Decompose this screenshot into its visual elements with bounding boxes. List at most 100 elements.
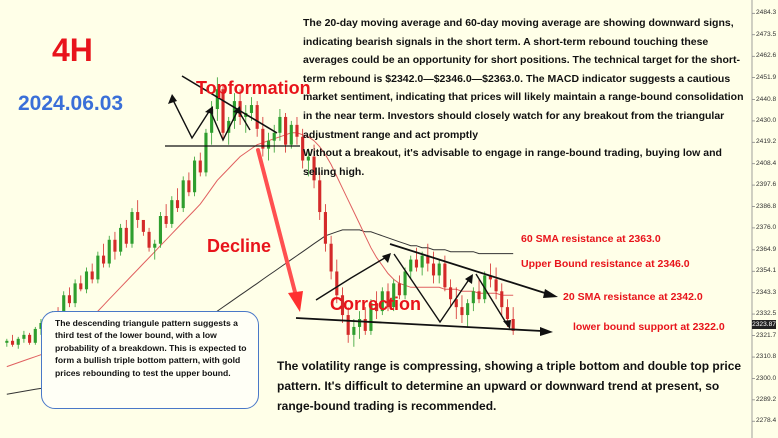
candle	[90, 263, 94, 284]
candle-body	[488, 275, 492, 280]
candle	[437, 259, 441, 284]
y-tick-label: 2343.3	[756, 288, 777, 296]
candle	[284, 112, 288, 153]
candle-body	[193, 160, 197, 193]
candle-body	[10, 340, 15, 345]
candle-body	[466, 303, 470, 316]
candle-body	[312, 156, 316, 181]
candle-body	[494, 279, 498, 292]
y-tick-label: 2354.1	[756, 267, 777, 275]
candle-body	[198, 160, 202, 173]
candle	[392, 279, 396, 312]
candle-body	[210, 109, 214, 133]
candle-body	[369, 303, 373, 331]
y-tick-label: 2397.6	[756, 181, 777, 189]
candle	[272, 124, 276, 153]
candle	[175, 188, 180, 213]
candle-body	[449, 287, 453, 300]
candle-body	[335, 271, 339, 296]
candle	[403, 267, 407, 300]
candle	[153, 239, 157, 260]
candle-body	[363, 319, 367, 331]
candle-body	[204, 132, 208, 173]
candle-body	[175, 200, 180, 209]
candle	[136, 200, 140, 228]
candle-body	[352, 326, 356, 335]
candle-body	[266, 140, 271, 149]
candle	[221, 85, 225, 141]
candle-body	[386, 291, 390, 308]
date-label: 2024.06.03	[18, 92, 124, 115]
candle	[33, 326, 37, 345]
candle-body	[73, 283, 77, 304]
lower-bound-label: lower bound support at 2322.0	[573, 321, 725, 333]
zigzag-arrowhead	[168, 94, 177, 104]
candle-body	[170, 200, 174, 224]
sma20-resistance-label: 20 SMA resistance at 2342.0	[563, 291, 703, 303]
candle	[158, 212, 163, 248]
candle	[380, 287, 384, 316]
upper-trendline	[389, 243, 549, 295]
candle-body	[323, 212, 327, 244]
candle	[79, 275, 83, 292]
candle	[67, 287, 71, 308]
candle	[16, 336, 20, 349]
correction-arrowhead	[503, 320, 511, 329]
candle-body	[460, 307, 464, 316]
correction-label: Correction	[330, 294, 422, 314]
candle-body	[284, 116, 288, 145]
y-tick-label: 2364.9	[756, 245, 777, 253]
candle-body	[375, 303, 379, 312]
candle	[329, 235, 333, 280]
candle	[466, 299, 470, 327]
candle	[101, 243, 106, 268]
candle	[147, 227, 151, 252]
candle	[449, 279, 453, 308]
candle	[39, 319, 43, 335]
y-tick-label: 2419.2	[756, 138, 777, 146]
candle-body	[136, 212, 140, 220]
candle	[357, 311, 362, 339]
candle	[164, 204, 168, 228]
y-tick-label: 2289.2	[756, 395, 777, 403]
candle-body	[181, 180, 185, 209]
analysis-paragraph: Without a breakout, it's advisable to en…	[303, 147, 722, 178]
candle	[84, 267, 89, 294]
candle-body	[426, 255, 430, 264]
candle	[244, 105, 248, 133]
summary-text: The volatility range is compressing, sho…	[277, 359, 742, 413]
candle-body	[420, 255, 424, 268]
candle-body	[147, 231, 151, 248]
candle-body	[28, 334, 32, 343]
candle	[295, 116, 299, 145]
candle	[397, 275, 401, 300]
candle-body	[255, 105, 259, 129]
candle	[500, 283, 504, 316]
candle-body	[215, 89, 219, 110]
candle	[409, 255, 413, 280]
candle	[113, 231, 117, 260]
y-tick-label: 2451.9	[756, 73, 777, 81]
candle	[318, 172, 322, 220]
candle	[119, 223, 123, 256]
candle	[494, 267, 498, 300]
lower-trendline-arrowhead	[540, 327, 553, 336]
analysis-text: The 20-day moving average and 60-day mov…	[303, 14, 755, 181]
y-tick-label: 2376.0	[756, 223, 777, 231]
candle-body	[124, 227, 128, 244]
candle-body	[130, 212, 134, 244]
candle	[215, 77, 219, 121]
candle-body	[340, 295, 345, 316]
candle-body	[477, 291, 481, 300]
candle-body	[318, 180, 322, 213]
candle	[181, 176, 185, 213]
sma60-resistance-label: 60 SMA resistance at 2363.0	[521, 233, 661, 245]
candle-body	[295, 124, 299, 137]
candle	[420, 251, 424, 276]
candle-body	[22, 334, 26, 339]
candle	[227, 116, 231, 145]
candle	[471, 287, 475, 312]
correction-arrowhead	[382, 253, 391, 263]
candle	[255, 101, 259, 137]
analysis-paragraph: The 20-day moving average and 60-day mov…	[303, 17, 744, 141]
